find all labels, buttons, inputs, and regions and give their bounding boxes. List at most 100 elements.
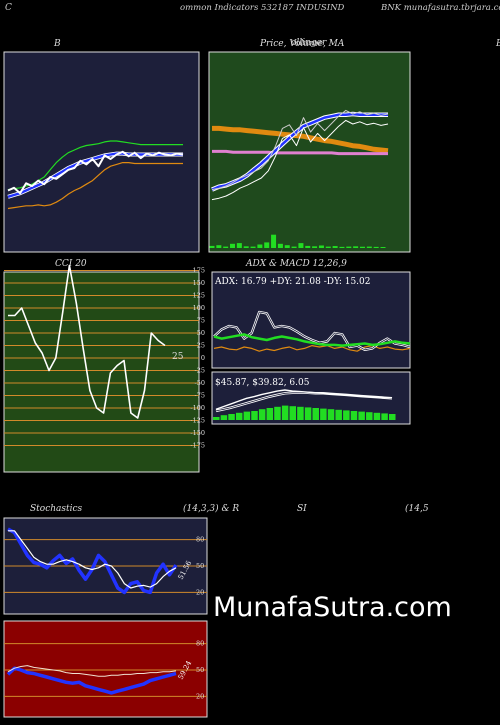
macd-histogram-bar: [304, 407, 312, 420]
macd-histogram-bar: [251, 411, 258, 420]
volume-bar: [277, 243, 283, 248]
header-right: BNK munafasutra.tbrjara.co: [380, 3, 500, 13]
volume-bar: [257, 244, 263, 248]
volume-bar: [318, 245, 324, 248]
bb-panel: [3, 51, 200, 253]
cci-tick-label: 125: [193, 292, 205, 300]
cci-tick-label: 25: [197, 342, 205, 350]
rsi-slow-line: [7, 665, 177, 677]
macd-readout: $45.87, $39.82, 6.05: [215, 378, 310, 388]
cci-tick-label: -175: [190, 442, 205, 450]
macd-histogram-bar: [235, 412, 243, 420]
cci-tick-label: 75: [197, 317, 205, 325]
cci-tick-label: 150: [193, 279, 205, 287]
price-overlay-title: ollinger: [291, 38, 327, 48]
macd-histogram-bar: [312, 408, 319, 420]
volume-bar: [243, 246, 249, 248]
stoch-params: (14,3,3) & R: [183, 503, 239, 514]
macd-histogram-bar: [220, 415, 228, 420]
volume-bar: [312, 246, 318, 248]
volume-bar: [230, 243, 236, 248]
rsi-fast-line: [6, 666, 177, 695]
volume-bar: [223, 246, 229, 248]
watermark: MunafaSutra.com: [213, 592, 452, 623]
header-title: ommon Indicators 532187 INDUSIND: [180, 3, 345, 13]
macd-histogram-bar: [343, 410, 350, 420]
volume-bar: [216, 245, 222, 248]
macd-histogram-bar: [266, 408, 274, 420]
macd-histogram-bar: [281, 405, 289, 420]
adx-readout: ADX: 16.79 +DY: 21.08 -DY: 15.02: [214, 277, 371, 287]
cci-tick-label: -25: [195, 367, 205, 375]
stoch-tick-label: 80: [196, 536, 204, 544]
volume-bar: [250, 246, 256, 248]
price-bb-upper-line: [211, 119, 389, 201]
rsi-title: SI: [297, 504, 307, 514]
macd-histogram-bar: [381, 413, 388, 420]
volume-bar: [271, 234, 277, 248]
macd-histogram-bar: [213, 417, 220, 420]
adx-line: [213, 333, 411, 347]
adx-panel: [211, 271, 411, 369]
macd-histogram-bar: [350, 411, 358, 420]
cci-panel: [3, 271, 200, 473]
rsi-params: (14,5: [405, 503, 429, 514]
macd-histogram-bar: [366, 412, 373, 420]
bb-price-line: [7, 150, 184, 195]
volume-bar: [380, 247, 386, 248]
volume-bar: [339, 246, 345, 248]
cci-title: CCI 20: [55, 259, 87, 269]
macd-histogram-bar: [389, 414, 396, 420]
volume-bar: [325, 246, 331, 248]
stoch-tick-label: 50: [196, 562, 204, 570]
macd-histogram-bar: [297, 406, 304, 420]
macd-histogram-bar: [258, 409, 266, 420]
volume-bar: [264, 242, 270, 248]
bb-lower-band: [7, 162, 183, 210]
macd-histogram-bar: [327, 409, 335, 420]
volume-bar: [298, 243, 304, 248]
volume-bar: [346, 246, 352, 248]
macd-histogram-bar: [243, 411, 251, 420]
ma-short-line: [211, 112, 388, 191]
rsi-tick-label: 50: [196, 666, 204, 674]
volume-bar: [209, 245, 215, 248]
rsi-tick-label: 80: [196, 640, 204, 648]
stoch-tick-label: 20: [196, 588, 204, 596]
bb-extra-title: B: [495, 39, 500, 49]
rsi-tick-label: 20: [196, 692, 204, 700]
cci-last-value: 25: [172, 352, 184, 362]
cci-tick-label: -50: [195, 379, 205, 387]
macd-histogram-bar: [228, 414, 235, 420]
cci-tick-label: 50: [197, 329, 205, 337]
cci-tick-label: -75: [195, 392, 205, 400]
cci-line: [8, 264, 166, 419]
bb-title: B: [53, 39, 61, 49]
ma-long-line: [212, 149, 388, 156]
macd-histogram-bar: [274, 406, 281, 420]
cci-tick-label: -150: [190, 429, 205, 437]
volume-bar: [332, 246, 338, 248]
macd-histogram-bar: [289, 406, 297, 420]
macd-histogram-bar: [358, 411, 365, 420]
cci-tick-label: -100: [190, 404, 205, 412]
macd-histogram-bar: [320, 408, 327, 420]
volume-bar: [366, 246, 372, 248]
minus-di-line: [213, 345, 411, 352]
macd-histogram-bar: [335, 409, 342, 420]
price-title: Price, Volume, MA: [259, 39, 345, 49]
stoch-d-line: [8, 530, 177, 589]
cci-tick-label: 100: [193, 304, 205, 312]
rsi-panel: [3, 620, 208, 718]
macd-line: [215, 389, 392, 410]
stoch-title: Stochastics: [30, 504, 83, 514]
cci-tick-label: -125: [190, 417, 205, 425]
adx-title: ADX & MACD 12,26,9: [245, 259, 347, 269]
volume-bar: [359, 246, 365, 248]
header-left: C: [5, 3, 12, 13]
volume-bar: [236, 243, 242, 248]
volume-bar: [305, 245, 311, 248]
volume-bar: [284, 245, 290, 248]
cci-tick-label: 0: [201, 354, 205, 362]
